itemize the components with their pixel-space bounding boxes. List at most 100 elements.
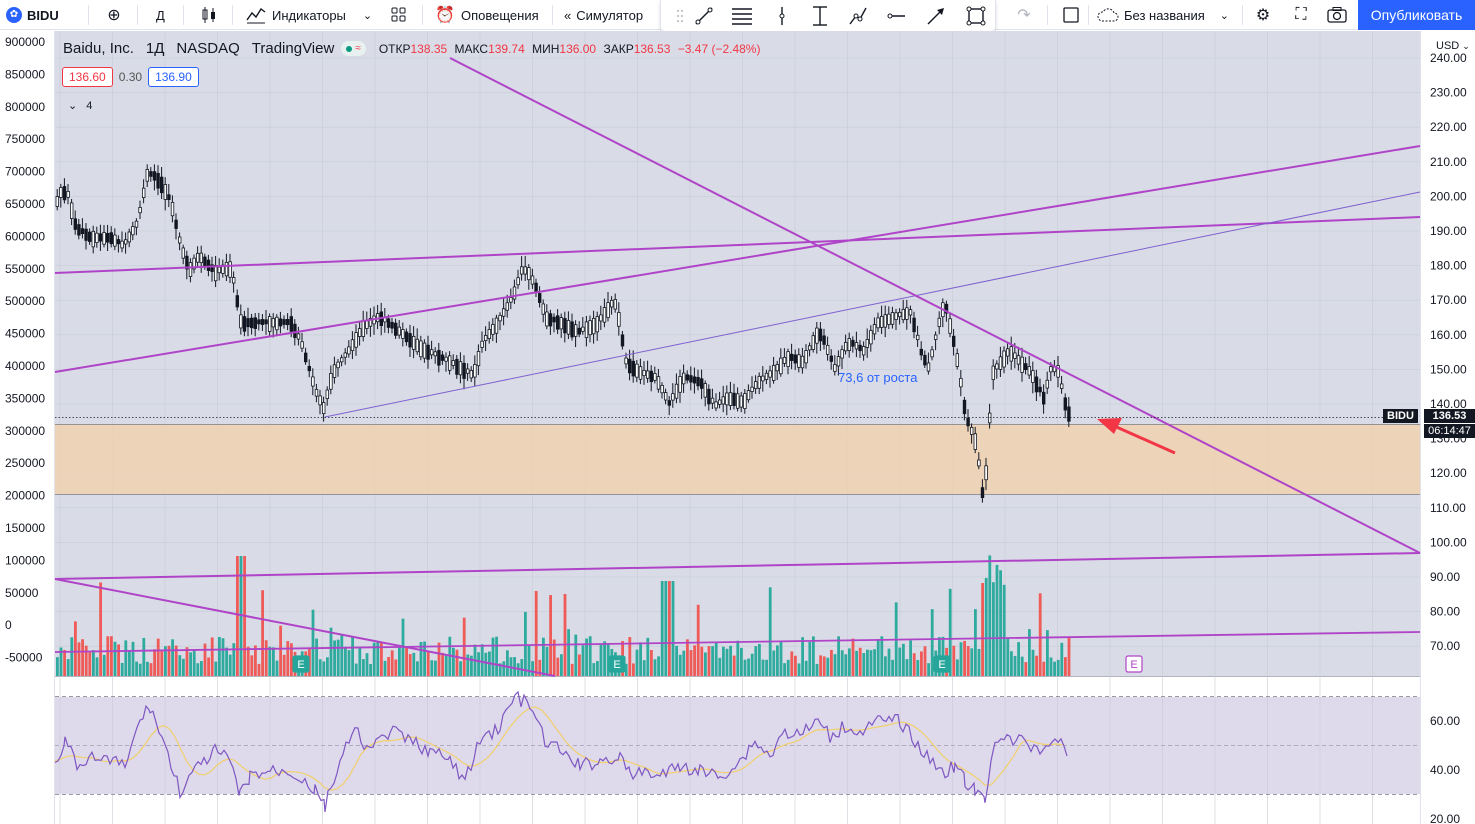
volume-bar xyxy=(549,595,552,676)
fullscreen-button[interactable]: ⛶ xyxy=(1290,0,1312,30)
volume-bar xyxy=(491,637,495,676)
layout-select-button[interactable] xyxy=(1060,0,1082,30)
buy-button[interactable]: 136.90 xyxy=(148,67,199,87)
last-price-tag[interactable]: 136.53 xyxy=(1424,409,1475,423)
indicators-button[interactable]: Индикаторы ⌄ xyxy=(245,0,372,30)
volume-bar xyxy=(884,656,887,676)
candle-body xyxy=(444,356,448,362)
candle-body xyxy=(577,327,581,335)
volume-bar xyxy=(1042,661,1046,676)
chevron-down-icon[interactable]: ⌄ xyxy=(362,9,373,22)
volume-bar xyxy=(693,645,696,676)
indicators-collapse-toggle[interactable]: ⌄ 4 xyxy=(68,99,92,112)
horizontal-ray-tool-icon[interactable] xyxy=(883,4,909,28)
legend-ohlc: ОТКР138.35 МАКС139.74 МИН136.00 ЗАКР136.… xyxy=(378,41,761,56)
candle-body xyxy=(761,375,765,382)
volume-tick: 600000 xyxy=(5,229,45,243)
right-price-axis[interactable]: 240.00 230.00 220.00 210.00 200.00 190.00 180.… xyxy=(1430,51,1467,653)
earnings-marker[interactable]: E xyxy=(933,655,951,673)
volume-bar xyxy=(318,659,322,676)
volume-bar xyxy=(750,653,754,676)
rectangle-tool-icon[interactable] xyxy=(963,4,989,28)
volume-bar xyxy=(686,639,689,676)
candle-body xyxy=(667,400,671,406)
candle-body xyxy=(411,335,416,350)
sell-button[interactable]: 136.60 xyxy=(62,67,113,87)
candle-body xyxy=(246,318,250,328)
save-layout-button[interactable]: Без названия ⌄ xyxy=(1097,0,1229,30)
volume-bar xyxy=(282,654,286,676)
compare-symbol-button[interactable]: ⊕ xyxy=(103,0,125,30)
price-range-tool-icon[interactable] xyxy=(807,4,833,28)
volume-bar xyxy=(722,646,725,676)
candle-body xyxy=(473,364,477,378)
symbol-search-button[interactable]: ✿ BIDU xyxy=(6,0,59,30)
vertical-line-tool-icon[interactable] xyxy=(769,4,795,28)
earnings-marker[interactable]: E xyxy=(292,655,310,673)
candle-body xyxy=(156,172,160,189)
candle-body xyxy=(336,361,340,369)
left-volume-axis[interactable]: 900000 850000 800000 750000 700000 650000 6000… xyxy=(5,35,45,665)
candle-body xyxy=(278,318,283,327)
annotation-text[interactable]: 73,6 от роста xyxy=(838,370,918,385)
redo-button[interactable]: ↷ xyxy=(1013,0,1035,30)
volume-bar xyxy=(970,648,974,676)
candle-body xyxy=(433,351,437,357)
price-tick: 160.00 xyxy=(1430,328,1467,342)
candle-body xyxy=(628,358,632,374)
baidu-logo-icon: ✿ xyxy=(6,7,22,23)
candle-body xyxy=(534,282,538,292)
square-layout-icon xyxy=(1060,4,1082,26)
candle-body xyxy=(930,349,934,358)
volume-bar xyxy=(160,650,164,676)
candle-body xyxy=(898,311,902,318)
publish-button[interactable]: Опубликовать xyxy=(1358,0,1475,30)
fib-tool-icon[interactable] xyxy=(729,4,755,28)
rsi-tick: 40.00 xyxy=(1430,763,1460,777)
candle-body xyxy=(55,196,59,207)
volume-bar xyxy=(696,604,700,676)
trend-line-tool-icon[interactable] xyxy=(691,4,717,28)
candle-body xyxy=(282,319,286,325)
settings-button[interactable]: ⚙ xyxy=(1252,0,1274,30)
candle-body xyxy=(145,169,149,182)
candle-body xyxy=(235,295,239,308)
volume-bar xyxy=(322,661,326,676)
volume-bar xyxy=(513,657,516,676)
candle-body xyxy=(725,392,729,406)
candle-body xyxy=(768,370,772,378)
candle-body xyxy=(887,313,891,325)
drag-handle-icon[interactable] xyxy=(667,4,693,28)
chart-type-button[interactable] xyxy=(198,0,220,30)
market-status-icon[interactable]: ≈ xyxy=(341,41,366,56)
candle-body xyxy=(581,326,585,332)
templates-button[interactable] xyxy=(388,0,410,30)
volume-bar xyxy=(959,642,963,676)
candle-body xyxy=(127,231,131,243)
simulator-button[interactable]: « Симулятор xyxy=(564,0,643,30)
screenshot-button[interactable] xyxy=(1326,0,1348,30)
currency-selector[interactable]: USD ⌄ xyxy=(1436,40,1470,52)
volume-bar xyxy=(657,656,660,676)
candle-body xyxy=(660,384,664,394)
earnings-marker-label: E xyxy=(1130,659,1137,671)
interval-button[interactable]: Д xyxy=(156,0,165,30)
earnings-marker[interactable]: E xyxy=(608,655,626,673)
path-tool-icon[interactable] xyxy=(845,4,871,28)
volume-bar xyxy=(758,643,761,676)
volume-bar xyxy=(862,652,866,676)
trend-lines[interactable] xyxy=(54,57,1421,677)
chart-canvas[interactable]: E E E E 240.00 230.00 220.00 210.00 200.00 190.0… xyxy=(0,31,1475,824)
candle-body xyxy=(314,388,319,397)
volume-bar xyxy=(138,663,142,676)
volume-bar xyxy=(776,645,779,676)
support-zone[interactable] xyxy=(55,424,1420,494)
alerts-button[interactable]: ⏰ Оповещения xyxy=(434,0,539,30)
earnings-marker[interactable]: E xyxy=(1125,655,1143,673)
rsi-axis[interactable]: 60.00 40.00 20.00 xyxy=(1430,714,1460,824)
red-arrow-annotation[interactable] xyxy=(1097,418,1176,455)
volume-bar xyxy=(1038,593,1042,676)
arrow-tool-icon[interactable] xyxy=(923,4,949,28)
chevron-down-icon[interactable]: ⌄ xyxy=(1219,9,1229,22)
